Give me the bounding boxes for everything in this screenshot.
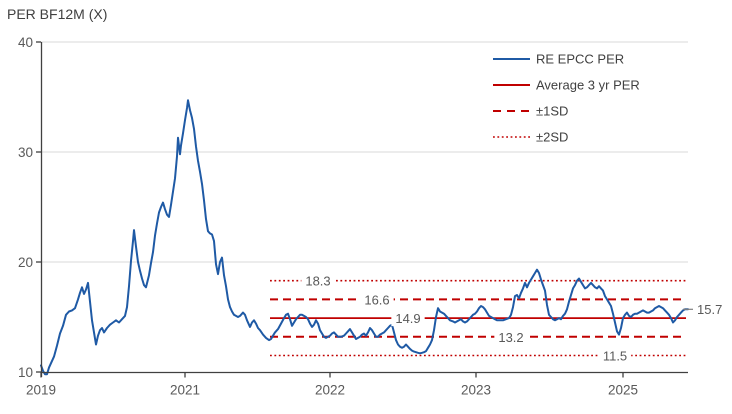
y-axis-tick-label: 30 xyxy=(18,145,33,160)
legend-label: ±1SD xyxy=(536,104,568,119)
x-axis-tick-label: 2021 xyxy=(170,383,200,398)
x-axis-tick-label: 2023 xyxy=(461,383,491,398)
reference-label-mask xyxy=(494,329,528,345)
legend-item-re-epcc-per: RE EPCC PER xyxy=(493,52,624,67)
reference-label-mask xyxy=(598,348,632,364)
x-axis-tick-label: 2025 xyxy=(608,383,638,398)
x-axis-tick-label: 2019 xyxy=(26,383,56,398)
reference-line-value-label: 11.5 xyxy=(603,349,627,364)
legend-item-plus-minus-2sd: ±2SD xyxy=(493,130,568,145)
y-axis-tick-label: 40 xyxy=(18,35,33,50)
reference-label-mask xyxy=(360,292,394,308)
reference-label-mask xyxy=(301,273,335,289)
reference-line-value-label: 13.2 xyxy=(498,330,523,345)
y-axis-tick-label: 10 xyxy=(18,365,33,380)
last-value-callout: 15.7 xyxy=(683,302,722,317)
legend-label: RE EPCC PER xyxy=(536,52,624,67)
legend-label: Average 3 yr PER xyxy=(536,78,640,93)
plot-area: 18.3 16.6 14.9 13.2 11.5 10 20 30 40 2019 2021 2022… xyxy=(18,35,689,398)
legend-label: ±2SD xyxy=(536,130,568,145)
legend-item-plus-minus-1sd: ±1SD xyxy=(493,104,568,119)
y-axis-tick-label: 20 xyxy=(18,255,33,270)
legend: RE EPCC PER Average 3 yr PER ±1SD ±2SD xyxy=(493,52,640,145)
reference-line-value-label: 18.3 xyxy=(305,274,330,289)
legend-item-average-3yr-per: Average 3 yr PER xyxy=(493,78,640,93)
reference-line-value-label: 14.9 xyxy=(395,311,420,326)
last-value-label: 15.7 xyxy=(697,302,722,317)
x-axis-tick-label: 2022 xyxy=(315,383,345,398)
reference-label-mask xyxy=(391,311,425,327)
reference-line-value-label: 16.6 xyxy=(364,292,389,307)
series-line-re-epcc-per xyxy=(40,99,689,376)
chart-title: PER BF12M (X) xyxy=(7,6,107,22)
